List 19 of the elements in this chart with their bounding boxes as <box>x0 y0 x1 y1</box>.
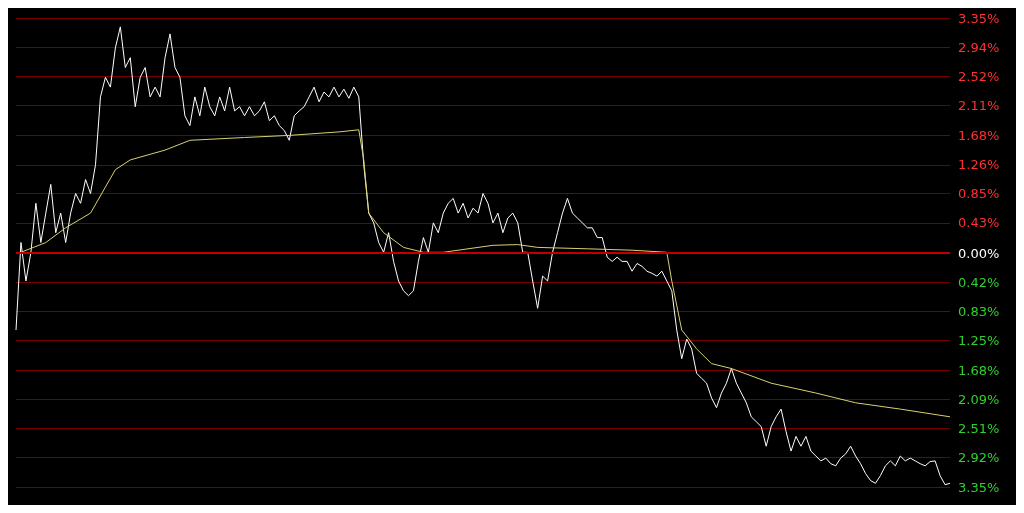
y-tick-label: 3.35% <box>958 480 1000 495</box>
y-tick-label: 1.68% <box>958 363 1000 379</box>
y-tick-label: 2.52% <box>958 69 1000 85</box>
y-tick-label: 2.94% <box>958 39 1000 55</box>
y-tick-label: 2.09% <box>958 391 1000 407</box>
line-series <box>20 129 951 418</box>
y-tick-label: 2.51% <box>958 421 1000 437</box>
y-tick-label: 1.68% <box>958 127 1000 143</box>
y-tick-label: 0.83% <box>958 303 1000 319</box>
y-tick-label: 0.43% <box>958 215 1000 231</box>
y-tick-label: 0.85% <box>958 186 1000 201</box>
line-series <box>15 26 951 486</box>
y-tick-label: 1.25% <box>958 333 1000 348</box>
y-tick-label: 2.11% <box>958 97 1000 113</box>
y-tick-label: 0.42% <box>958 274 1000 290</box>
y-tick-label: 2.92% <box>958 449 1000 465</box>
y-tick-label: 1.26% <box>958 157 1000 173</box>
y-tick-label: 0.00% <box>958 245 1000 261</box>
y-tick-label: 3.35% <box>958 11 1000 26</box>
